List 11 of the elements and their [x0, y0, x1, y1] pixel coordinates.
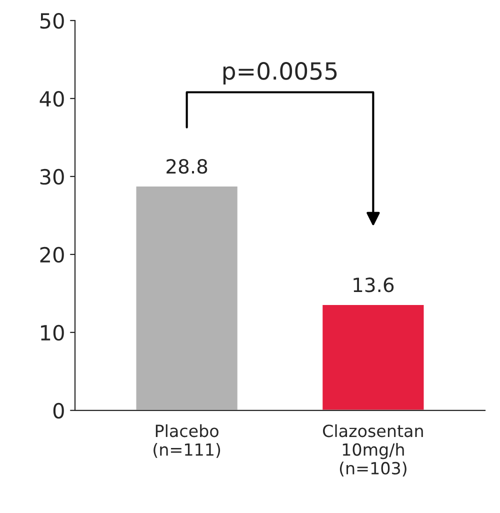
data-label: 13.6	[354, 278, 394, 292]
y-tick-label: 0	[53, 402, 64, 419]
x-tick-label: Placebo (n=111)	[154, 424, 220, 458]
y-tick-label: 50	[40, 12, 64, 29]
y-tick-label: 30	[40, 168, 64, 185]
y-tick-label: 20	[40, 246, 64, 263]
y-tick-label: 40	[40, 90, 64, 107]
y-tick-label: 10	[41, 324, 64, 341]
x-tick-label: Clazosentan 10mg/h (n=103)	[323, 424, 423, 476]
data-label: 28.8	[166, 159, 208, 174]
annotation: p=0.0055	[223, 62, 337, 84]
